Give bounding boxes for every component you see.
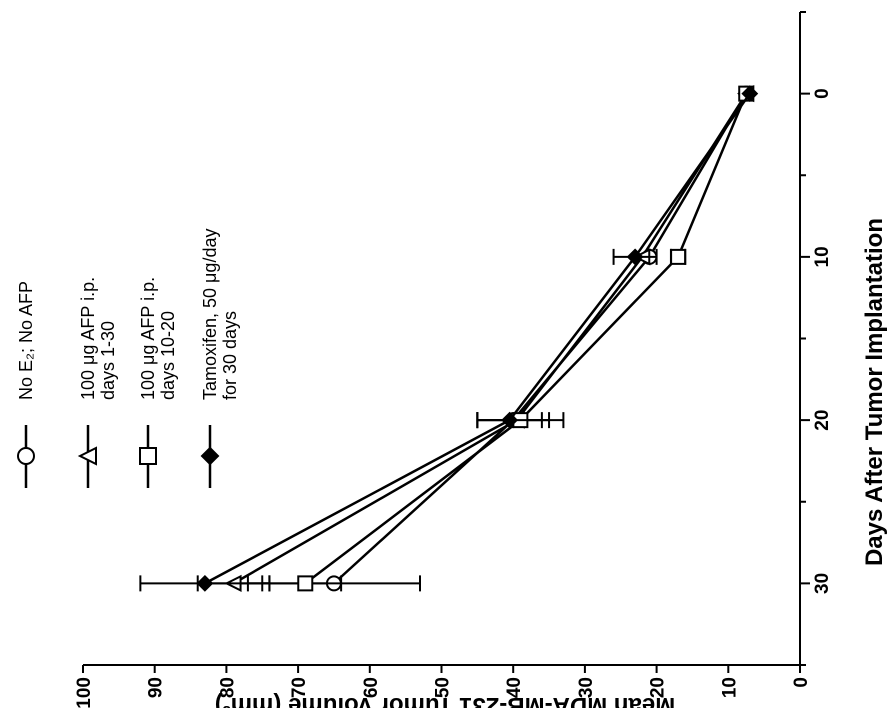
series-line [232,92,748,585]
plot-frame [83,12,801,666]
diamond-marker [626,248,644,266]
square-marker [670,248,687,265]
y-tick-label: 0 [791,677,812,688]
y-tick-label: 10 [719,677,740,698]
series [246,85,755,592]
y-axis: 0 10 20 30 40 50 60 70 80 90 100 [74,665,812,708]
y-axis-title: Mean MDA-MB-231 Tumor Volume (mm³) [215,692,675,708]
series [261,85,755,592]
legend-item: No E₂; No AFP [16,281,36,488]
y-tick-label: 40 [504,677,525,698]
legend-item: 100 μg AFP i.p. days 1-30 [77,277,118,488]
x-axis-title: Days After Tumor Implantation [861,218,888,566]
triangle-marker [77,446,97,466]
series-line [333,92,748,585]
legend-label: Tamoxifen, 50 μg/day [200,229,220,400]
diamond-marker [196,574,214,592]
legend-item: 100 μg AFP i.p. days 10-20 [138,277,178,488]
x-tick-label: 30 [812,573,833,594]
diamond-marker [501,411,519,429]
series-line [304,93,748,585]
diamond-marker [741,85,759,103]
series [196,85,755,592]
x-axis: 0 10 20 30 [800,11,833,666]
x-tick-label: 20 [812,410,833,431]
diamond-marker [200,446,220,466]
circle-marker [17,447,35,465]
y-tick-label: 60 [361,677,382,698]
y-tick-label: 80 [217,677,238,698]
x-tick-label: 0 [812,88,833,99]
legend-label: days 1-30 [98,321,118,400]
y-tick-label: 20 [648,677,669,698]
square-marker [139,447,157,465]
legend-label: No E₂; No AFP [16,281,36,400]
series [139,85,759,592]
legend: No E₂; No AFP 100 μg AFP i.p. days 1-30 100… [16,229,240,488]
legend-label: days 10-20 [158,311,178,400]
legend-label: 100 μg AFP i.p. [138,277,158,400]
legend-label: 100 μg AFP i.p. [78,277,98,400]
y-tick-label: 70 [289,677,310,698]
y-tick-label: 90 [146,677,167,698]
y-tick-label: 30 [576,677,597,698]
legend-item: Tamoxifen, 50 μg/day for 30 days [200,229,240,488]
x-tick-label: 10 [812,246,833,267]
legend-label: for 30 days [220,311,240,400]
data-series [139,85,759,592]
square-marker [297,575,314,592]
series-line [204,92,751,585]
y-tick-label: 100 [74,677,95,708]
y-tick-label: 50 [433,677,454,698]
